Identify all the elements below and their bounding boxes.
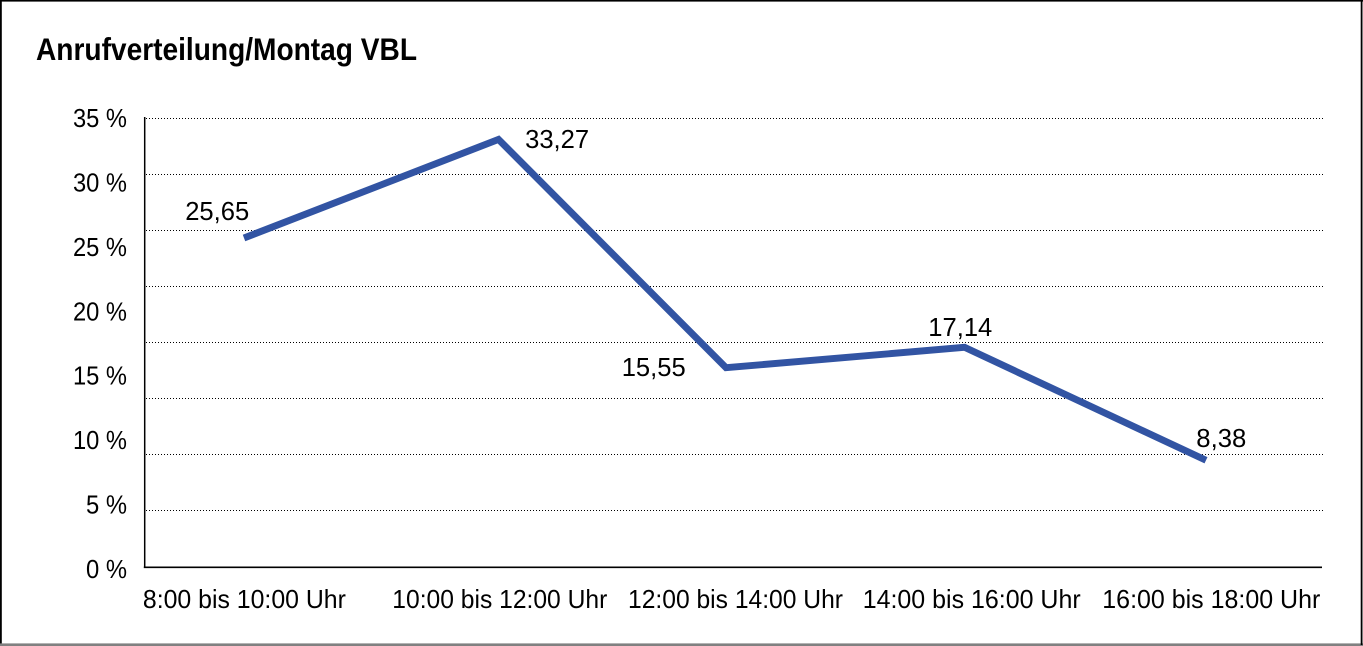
svg-text:33,27: 33,27 bbox=[525, 124, 589, 154]
svg-text:15,55: 15,55 bbox=[622, 352, 686, 382]
svg-text:0 %: 0 % bbox=[86, 554, 127, 584]
svg-text:25 %: 25 % bbox=[73, 232, 127, 262]
svg-text:35 %: 35 % bbox=[73, 103, 127, 133]
svg-text:25,65: 25,65 bbox=[185, 196, 249, 226]
svg-text:8,38: 8,38 bbox=[1196, 423, 1246, 453]
svg-text:16:00 bis 18:00 Uhr: 16:00 bis 18:00 Uhr bbox=[1102, 584, 1320, 614]
svg-text:15 %: 15 % bbox=[73, 361, 127, 391]
svg-text:Anrufverteilung/Montag VBL: Anrufverteilung/Montag VBL bbox=[36, 31, 417, 67]
svg-text:17,14: 17,14 bbox=[928, 312, 992, 342]
svg-text:12:00 bis 14:00 Uhr: 12:00 bis 14:00 Uhr bbox=[628, 584, 843, 614]
svg-text:10:00 bis 12:00 Uhr: 10:00 bis 12:00 Uhr bbox=[392, 584, 607, 614]
svg-text:5 %: 5 % bbox=[86, 490, 127, 520]
svg-text:20 %: 20 % bbox=[73, 296, 127, 326]
svg-text:10 %: 10 % bbox=[73, 425, 127, 455]
svg-text:8:00 bis 10:00 Uhr: 8:00 bis 10:00 Uhr bbox=[143, 584, 346, 614]
svg-text:14:00 bis 16:00 Uhr: 14:00 bis 16:00 Uhr bbox=[863, 584, 1081, 614]
svg-text:30 %: 30 % bbox=[73, 167, 127, 197]
